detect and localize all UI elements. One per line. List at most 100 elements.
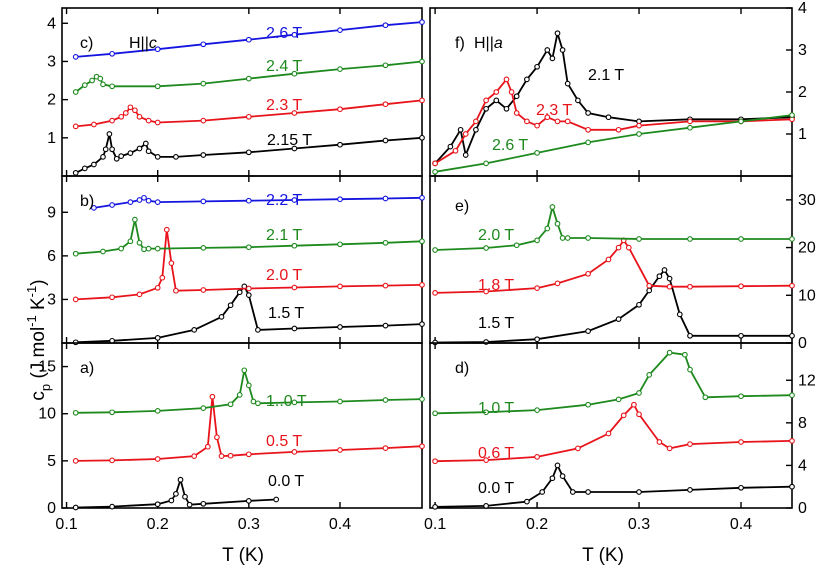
data-point [605, 114, 612, 121]
data-point [549, 55, 556, 62]
data-point [513, 93, 520, 100]
data-point [419, 134, 425, 141]
series-label: 1.5 T [478, 315, 514, 332]
panel-a: 0 5 10 15 0.1 0.2 0.3 0.4 0.0 T 0.5 T 1..0 T a) [38, 342, 425, 533]
panel-label: d) [455, 360, 469, 377]
series-line [435, 238, 793, 294]
data-point [620, 412, 627, 419]
data-point [154, 284, 161, 291]
y-tick-label: 0 [47, 500, 56, 517]
field-direction-label: H||a [474, 35, 503, 52]
data-point [291, 449, 298, 455]
data-point [738, 283, 744, 290]
data-point [687, 124, 693, 131]
data-point [141, 194, 147, 201]
data-point [631, 401, 637, 408]
data-point [549, 204, 556, 210]
data-point [337, 324, 343, 330]
series-label: 0.6 T [478, 445, 514, 462]
data-point [382, 397, 389, 403]
series-line [434, 77, 793, 165]
data-point [113, 155, 120, 162]
series-e-2 [432, 203, 795, 253]
data-point [109, 294, 115, 301]
data-point [200, 152, 207, 158]
y-tick-label: 9 [47, 204, 56, 221]
data-point [554, 30, 561, 37]
x-tick-label: 0.1 [424, 516, 446, 533]
data-point [636, 390, 642, 396]
data-point [72, 458, 79, 464]
data-point [106, 131, 113, 137]
series-c-1 [72, 97, 425, 130]
data-point [605, 430, 612, 437]
data-point [646, 282, 653, 289]
data-point [432, 160, 438, 167]
data-point [585, 139, 591, 146]
data-point [544, 47, 551, 53]
data-point [118, 113, 125, 120]
data-point [625, 244, 632, 251]
data-point [337, 27, 343, 33]
data-point [575, 97, 581, 104]
data-point [585, 270, 591, 277]
x-axis-label-left: T (K) [222, 545, 264, 566]
data-point [585, 235, 591, 241]
data-point [666, 283, 673, 290]
data-point [100, 248, 106, 255]
data-point [245, 382, 252, 389]
data-point [382, 282, 389, 289]
data-point [337, 141, 343, 148]
data-point [738, 484, 744, 491]
y-tick-label: 5 [47, 453, 56, 470]
data-point [483, 457, 489, 463]
series-e-1 [432, 237, 795, 296]
panel-frame [61, 7, 423, 177]
data-point [291, 145, 298, 152]
data-point [432, 504, 438, 510]
data-point [245, 244, 252, 251]
series-a-2 [72, 367, 425, 416]
data-point [419, 19, 425, 25]
panel-label: c) [80, 35, 93, 52]
data-point [127, 104, 134, 111]
data-point [432, 168, 438, 175]
data-point [72, 296, 79, 303]
data-point [91, 205, 97, 211]
series-d-0 [432, 462, 795, 510]
data-point [382, 101, 389, 108]
data-point [585, 489, 591, 495]
data-point [646, 287, 653, 294]
series-label: 0.5 T [266, 433, 302, 450]
data-point [227, 302, 234, 309]
y-tick-label: 10 [798, 287, 816, 304]
series-line [75, 99, 423, 128]
data-point [382, 322, 389, 329]
data-point [789, 236, 795, 242]
data-point [524, 118, 530, 125]
data-point [789, 332, 795, 339]
data-point [109, 457, 115, 464]
data-point [218, 314, 225, 320]
data-point [666, 275, 673, 282]
data-point [173, 154, 179, 160]
series-label: 2.0 T [266, 267, 302, 284]
series-line [75, 229, 423, 301]
y-tick-label: 4 [798, 457, 807, 474]
data-point [382, 195, 389, 202]
data-point [513, 110, 520, 116]
series-c-2 [72, 58, 425, 95]
data-point [186, 501, 193, 508]
data-point [554, 280, 561, 287]
data-point [209, 393, 216, 400]
panel-label: f) [455, 35, 465, 52]
x-tick-label: 0.1 [55, 516, 77, 533]
data-point [136, 239, 143, 246]
data-point [200, 245, 207, 251]
data-point [564, 80, 571, 87]
series-label: 2.0 T [478, 227, 514, 244]
data-point [291, 242, 298, 249]
data-point [145, 197, 152, 204]
data-point [245, 292, 252, 298]
